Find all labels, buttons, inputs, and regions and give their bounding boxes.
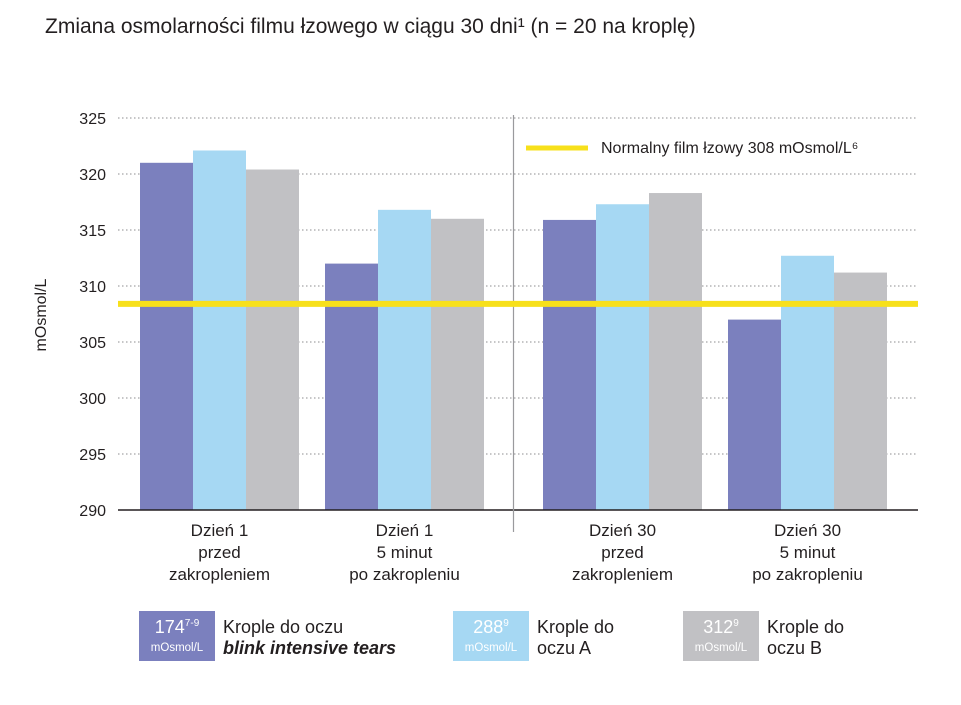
legend-label-drops-a-line1: Krople do bbox=[537, 617, 615, 637]
legend-ref-drops-a: 9 bbox=[503, 618, 509, 629]
legend-ref-drops-b: 9 bbox=[733, 618, 739, 629]
y-tick-label: 295 bbox=[79, 447, 106, 464]
y-tick-label: 315 bbox=[79, 223, 106, 240]
bar bbox=[596, 204, 649, 511]
legend-swatch-drops-a: 2889 mOsmol/L bbox=[453, 611, 529, 661]
bar bbox=[193, 150, 246, 511]
reference-legend-label: Normalny film łzowy 308 mOsmol/L⁶ bbox=[601, 140, 858, 157]
legend-label-blink-line1: Krople do oczu bbox=[223, 617, 344, 637]
bar bbox=[325, 263, 378, 510]
y-axis-label: mOsmol/L bbox=[33, 278, 50, 351]
x-category-label: Dzień 30 przed zakropleniem bbox=[572, 521, 673, 584]
y-tick-label: 300 bbox=[79, 391, 106, 408]
y-tick-label: 310 bbox=[79, 279, 106, 296]
legend-unit-drops-a: mOsmol/L bbox=[464, 642, 518, 654]
legend-value-blink: 174 bbox=[154, 617, 185, 637]
y-tick-label: 305 bbox=[79, 335, 106, 352]
legend-value-drops-a: 288 bbox=[473, 617, 504, 637]
legend-ref-blink: 7-9 bbox=[184, 618, 200, 629]
legend-unit-drops-b: mOsmol/L bbox=[694, 642, 748, 654]
legend-swatch-drops-b: 3129 mOsmol/L bbox=[683, 611, 759, 661]
bar bbox=[246, 169, 299, 510]
legend-label-blink-line2: blink intensive tears bbox=[223, 638, 397, 658]
legend-swatch-blink: 1747-9 mOsmol/L bbox=[139, 611, 215, 661]
bar bbox=[728, 319, 781, 510]
y-tick-label: 290 bbox=[79, 503, 106, 520]
legend-label-drops-b-line2: oczu B bbox=[767, 638, 823, 658]
legend-label-drops-b-line1: Krople do bbox=[767, 617, 845, 637]
legend-value-drops-b: 312 bbox=[703, 617, 734, 637]
legend-unit-blink: mOsmol/L bbox=[150, 642, 204, 654]
x-category-label: Dzień 30 5 minut po zakropleniu bbox=[752, 521, 863, 584]
bar bbox=[649, 193, 702, 511]
legend-label-drops-a-line2: oczu A bbox=[537, 638, 592, 658]
bar bbox=[378, 209, 431, 510]
bar bbox=[834, 272, 887, 510]
bar bbox=[781, 255, 834, 510]
y-tick-label: 320 bbox=[79, 167, 106, 184]
x-category-label: Dzień 1 przed zakropleniem bbox=[169, 521, 270, 584]
bar bbox=[140, 162, 193, 511]
bar bbox=[543, 219, 596, 511]
y-tick-label: 325 bbox=[79, 111, 106, 128]
bar bbox=[431, 218, 484, 511]
chart-title: Zmiana osmolarności filmu łzowego w ciąg… bbox=[45, 15, 696, 38]
